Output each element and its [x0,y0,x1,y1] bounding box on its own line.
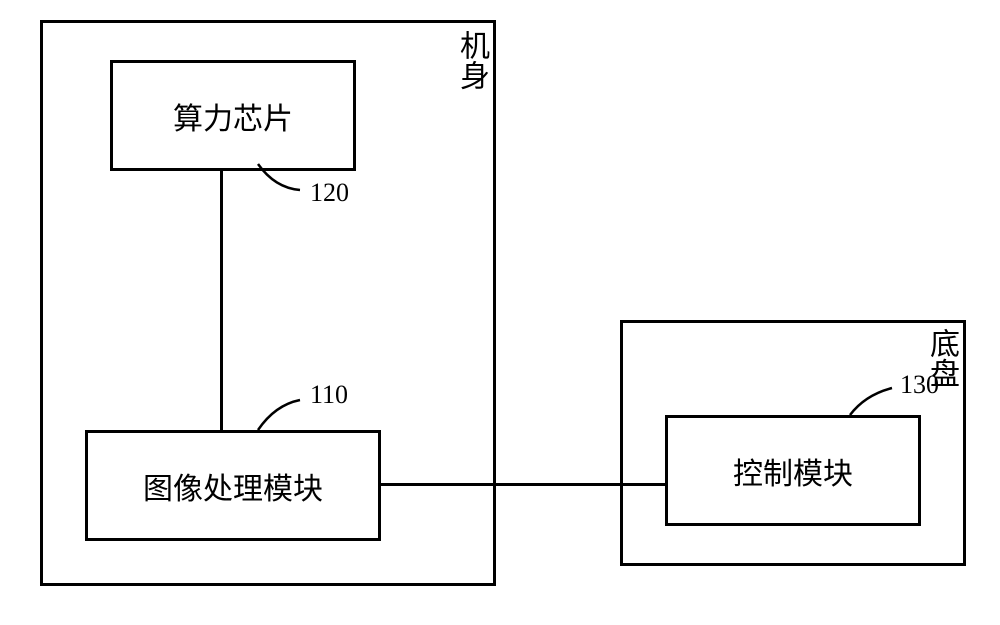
module-control-label: 控制模块 [733,449,853,493]
module-compute-chip-label: 算力芯片 [173,94,293,138]
ref-label-120: 120 [310,178,349,208]
ref-label-110: 110 [310,380,348,410]
module-image-proc: 图像处理模块 [85,430,381,541]
connection-chip-to-imageproc [220,165,223,430]
module-compute-chip: 算力芯片 [110,60,356,171]
connection-imageproc-to-control [375,483,665,486]
container-body-label: 机身 [455,30,488,90]
module-image-proc-label: 图像处理模块 [143,464,323,508]
module-control: 控制模块 [665,415,921,526]
ref-label-130: 130 [900,370,939,400]
diagram-canvas: 机身 底盘 算力芯片 图像处理模块 控制模块 120 110 130 [0,0,1000,625]
